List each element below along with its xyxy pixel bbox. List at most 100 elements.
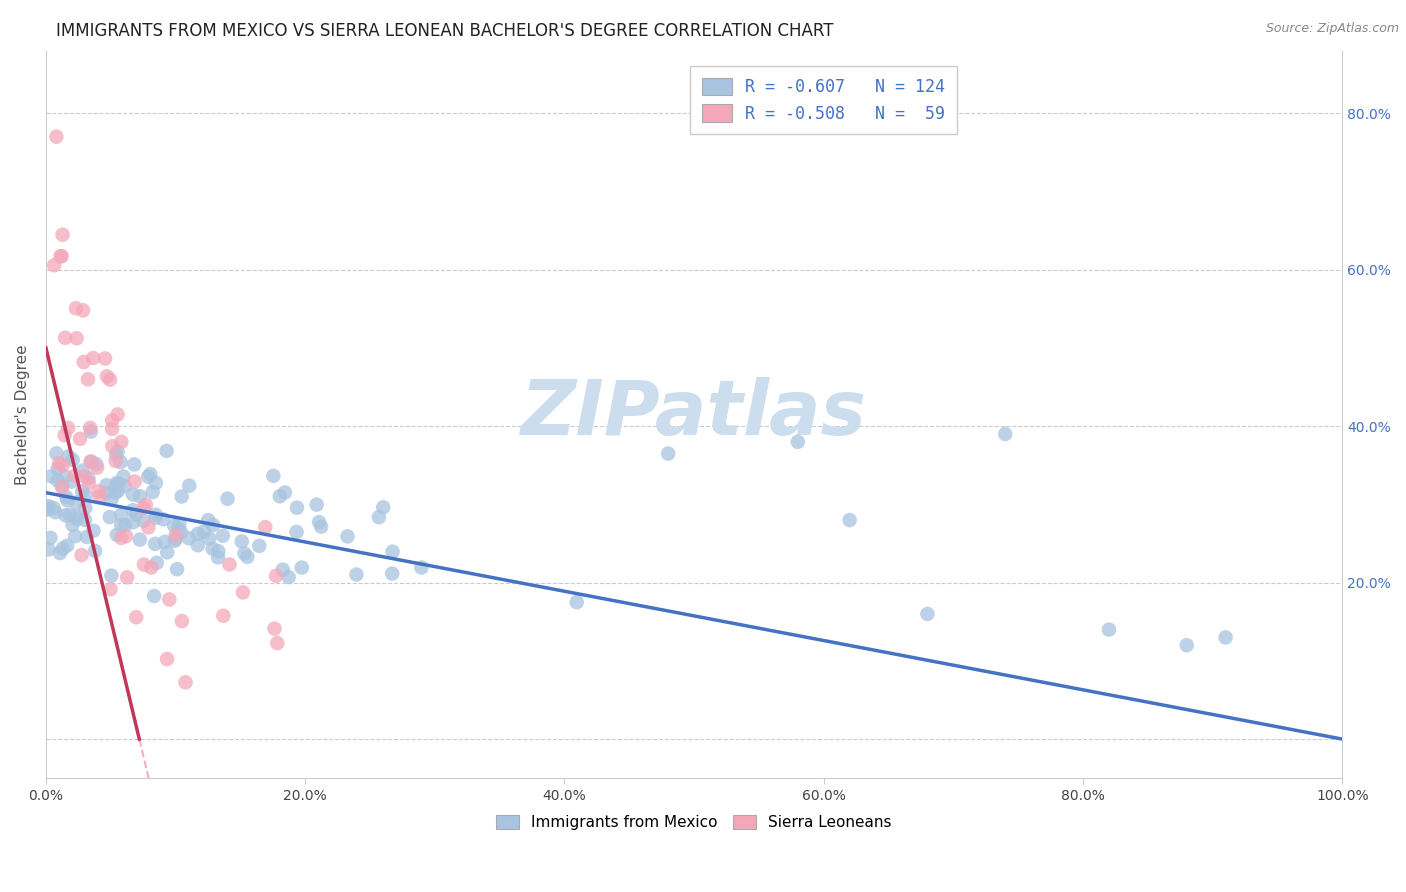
Point	[104, 485, 127, 500]
Point	[65, 331, 87, 345]
Point	[156, 443, 179, 458]
Point	[143, 589, 166, 603]
Point	[336, 529, 359, 543]
Point	[308, 515, 330, 529]
Point	[58, 450, 80, 464]
Point	[53, 331, 76, 345]
Point	[197, 513, 219, 527]
Point	[105, 448, 128, 462]
Point	[66, 512, 89, 526]
Point	[65, 509, 87, 524]
Point	[145, 510, 167, 524]
Point	[163, 518, 186, 533]
Point	[271, 563, 294, 577]
Point	[786, 434, 808, 449]
Point	[125, 610, 148, 624]
Point	[45, 129, 67, 144]
Point	[346, 567, 368, 582]
Point	[98, 510, 121, 524]
Point	[657, 446, 679, 460]
Point	[309, 519, 332, 533]
Point	[52, 458, 75, 473]
Point	[75, 488, 97, 502]
Point	[46, 474, 69, 488]
Point	[100, 568, 122, 582]
Point	[122, 516, 145, 530]
Point	[77, 471, 100, 485]
Point	[62, 517, 84, 532]
Point	[124, 458, 146, 472]
Point	[285, 500, 308, 515]
Point	[72, 303, 94, 318]
Point	[291, 560, 314, 574]
Point	[165, 528, 187, 542]
Point	[80, 454, 103, 468]
Point	[135, 498, 157, 512]
Point	[1215, 631, 1237, 645]
Point	[373, 500, 395, 515]
Point	[254, 520, 277, 534]
Point	[269, 489, 291, 503]
Point	[86, 460, 108, 475]
Point	[107, 483, 129, 498]
Point	[264, 569, 287, 583]
Point	[101, 413, 124, 427]
Point	[212, 608, 235, 623]
Point	[46, 461, 69, 475]
Point	[266, 636, 288, 650]
Point	[105, 528, 128, 542]
Point	[110, 434, 132, 449]
Point	[262, 468, 284, 483]
Point	[37, 501, 59, 516]
Point	[82, 351, 104, 365]
Point	[170, 525, 193, 540]
Point	[55, 490, 77, 504]
Point	[73, 469, 96, 483]
Point	[45, 446, 67, 460]
Point	[53, 428, 76, 442]
Point	[56, 493, 79, 508]
Point	[84, 457, 107, 471]
Point	[170, 490, 193, 504]
Point	[56, 539, 79, 553]
Point	[1175, 638, 1198, 652]
Point	[49, 546, 72, 560]
Point	[236, 549, 259, 564]
Point	[115, 570, 138, 584]
Point	[145, 475, 167, 490]
Point	[217, 491, 239, 506]
Point	[110, 455, 132, 469]
Point	[156, 545, 179, 559]
Point	[44, 258, 66, 272]
Point	[139, 467, 162, 481]
Point	[105, 475, 128, 490]
Point	[51, 480, 73, 494]
Y-axis label: Bachelor's Degree: Bachelor's Degree	[15, 344, 30, 484]
Point	[218, 558, 240, 572]
Point	[193, 524, 215, 539]
Point	[153, 534, 176, 549]
Point	[145, 508, 167, 522]
Point	[115, 529, 138, 543]
Point	[142, 485, 165, 500]
Point	[82, 524, 104, 538]
Point	[87, 484, 110, 499]
Point	[63, 529, 86, 543]
Point	[89, 490, 111, 504]
Point	[145, 556, 167, 570]
Point	[212, 529, 235, 543]
Point	[77, 372, 100, 386]
Point	[107, 476, 129, 491]
Point	[73, 355, 96, 369]
Point	[69, 432, 91, 446]
Point	[122, 487, 145, 501]
Point	[177, 531, 200, 545]
Point	[156, 652, 179, 666]
Point	[79, 421, 101, 435]
Point	[202, 518, 225, 533]
Point	[100, 492, 122, 507]
Point	[263, 622, 285, 636]
Point	[52, 541, 75, 556]
Point	[233, 546, 256, 560]
Point	[42, 501, 65, 516]
